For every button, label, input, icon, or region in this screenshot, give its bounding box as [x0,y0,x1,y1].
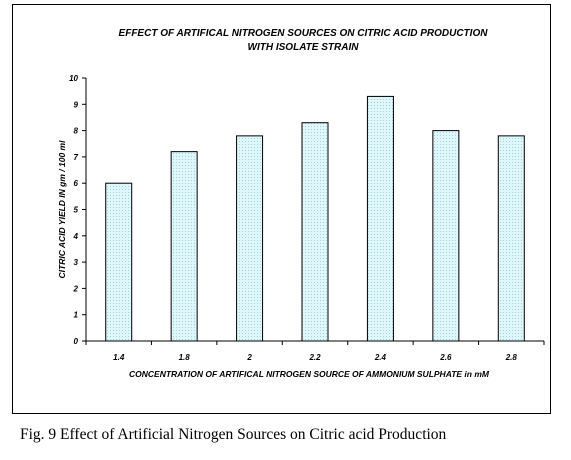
y-tick-label: 4 [73,232,79,241]
bar [432,130,460,342]
y-tick-label: 6 [74,179,79,188]
bar [497,135,525,342]
y-tick-label: 8 [74,127,79,136]
bar [105,182,133,342]
y-tick-label: 7 [74,153,79,162]
y-tick-label: 5 [74,206,79,215]
chart-frame: EFFECT OF ARTIFICAL NITROGEN SOURCES ON … [12,4,551,414]
chart-title-line: EFFECT OF ARTIFICAL NITROGEN SOURCES ON … [119,28,489,39]
bar [301,122,329,342]
y-tick-label: 3 [74,258,79,267]
x-tick-label: 1.8 [179,353,191,362]
bar [366,95,394,342]
y-axis-title: CITRIC ACID YIELD IN gm / 100 ml [57,140,67,279]
bar [236,135,264,342]
y-tick-label: 2 [73,284,79,293]
x-tick-label: 2.6 [439,353,452,362]
chart-title-line: WITH ISOLATE STRAIN [248,42,360,53]
x-tick-label: 2 [246,353,252,362]
x-tick-label: 2.2 [308,353,321,362]
y-tick-label: 9 [74,100,79,109]
x-tick-label: 2.4 [374,353,387,362]
y-tick-label: 1 [74,311,79,320]
figure-caption: Fig. 9 Effect of Artificial Nitrogen Sou… [20,426,447,443]
y-tick-label: 0 [74,337,79,346]
y-tick-label: 10 [69,74,78,83]
bar-chart: EFFECT OF ARTIFICAL NITROGEN SOURCES ON … [57,28,545,379]
x-axis-title: CONCENTRATION OF ARTIFICAL NITROGEN SOUR… [129,369,490,379]
x-tick-label: 2.8 [505,353,518,362]
x-tick-label: 1.4 [113,353,125,362]
bar [170,151,198,342]
